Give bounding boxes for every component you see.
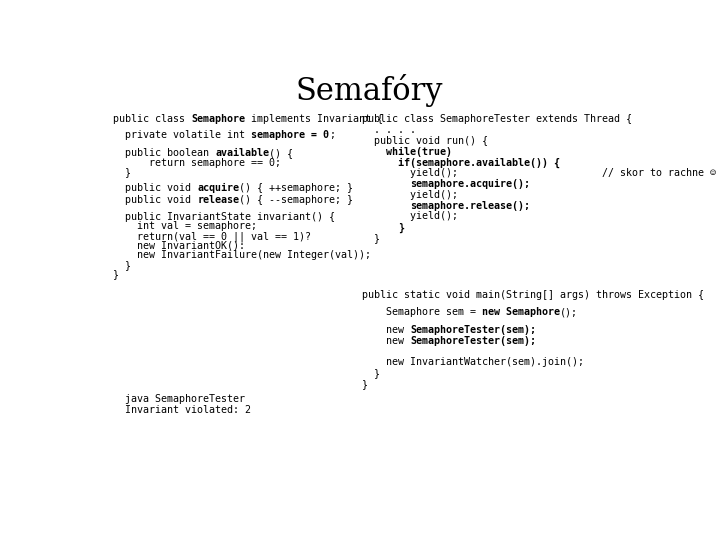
Text: Invariant violated: 2: Invariant violated: 2 — [114, 405, 251, 415]
Text: ();: (); — [560, 307, 578, 317]
Text: private volatile int: private volatile int — [114, 130, 251, 140]
Text: SemaphoreTester(sem);: SemaphoreTester(sem); — [410, 336, 536, 346]
Text: Semafóry: Semafóry — [295, 75, 443, 107]
Text: available: available — [215, 148, 269, 158]
Text: yield();: yield(); — [362, 168, 459, 178]
Text: public class SemaphoreTester extends Thread {: public class SemaphoreTester extends Thr… — [362, 114, 632, 124]
Text: }: } — [362, 368, 380, 378]
Text: () { ++semaphore; }: () { ++semaphore; } — [240, 183, 354, 193]
Text: new Semaphore: new Semaphore — [482, 307, 560, 317]
Text: }: } — [114, 167, 132, 178]
Text: new: new — [362, 325, 410, 335]
Text: . . . .: . . . . — [362, 125, 416, 135]
Text: // skor to rachne ☺: // skor to rachne ☺ — [459, 168, 716, 178]
Text: yield();: yield(); — [362, 190, 459, 200]
Text: public class: public class — [114, 114, 192, 124]
Text: () {: () { — [269, 148, 294, 158]
Text: release: release — [197, 195, 240, 205]
Text: public void: public void — [114, 183, 197, 193]
Text: new: new — [362, 336, 410, 346]
Text: yield();: yield(); — [362, 212, 459, 221]
Text: if(semaphore.available()) {: if(semaphore.available()) { — [398, 157, 560, 167]
Text: new InvariantOK():: new InvariantOK(): — [114, 241, 246, 251]
Text: return(val == 0 || val == 1)?: return(val == 0 || val == 1)? — [114, 231, 312, 241]
Text: new InvariantWatcher(sem).join();: new InvariantWatcher(sem).join(); — [362, 357, 585, 367]
Text: public boolean: public boolean — [114, 148, 215, 158]
Text: public InvariantState invariant() {: public InvariantState invariant() { — [114, 212, 336, 222]
Text: acquire: acquire — [197, 183, 240, 193]
Text: java SemaphoreTester: java SemaphoreTester — [114, 394, 246, 404]
Text: implements Invariant {: implements Invariant { — [246, 114, 384, 124]
Text: int val = semaphore;: int val = semaphore; — [114, 221, 258, 232]
Text: while(true): while(true) — [387, 146, 452, 157]
Text: SemaphoreTester(sem);: SemaphoreTester(sem); — [410, 325, 536, 335]
Text: }: } — [114, 269, 120, 279]
Text: }: } — [362, 233, 380, 243]
Text: public void: public void — [114, 195, 197, 205]
Text: semaphore.release();: semaphore.release(); — [410, 201, 531, 211]
Text: ;: ; — [330, 130, 336, 140]
Text: new InvariantFailure(new Integer(val));: new InvariantFailure(new Integer(val)); — [114, 250, 372, 260]
Text: () { --semaphore; }: () { --semaphore; } — [240, 195, 354, 205]
Text: Semaphore: Semaphore — [192, 114, 246, 124]
Text: }: } — [114, 260, 132, 269]
Text: return semaphore == 0;: return semaphore == 0; — [114, 158, 282, 168]
Text: }: } — [362, 379, 369, 389]
Text: }: } — [398, 222, 405, 233]
Text: semaphore.acquire();: semaphore.acquire(); — [410, 179, 531, 189]
Text: public void run() {: public void run() { — [362, 136, 488, 146]
Text: semaphore = 0: semaphore = 0 — [251, 130, 330, 140]
Text: Semaphore sem =: Semaphore sem = — [362, 307, 482, 317]
Text: public static void main(String[] args) throws Exception {: public static void main(String[] args) t… — [362, 289, 704, 300]
